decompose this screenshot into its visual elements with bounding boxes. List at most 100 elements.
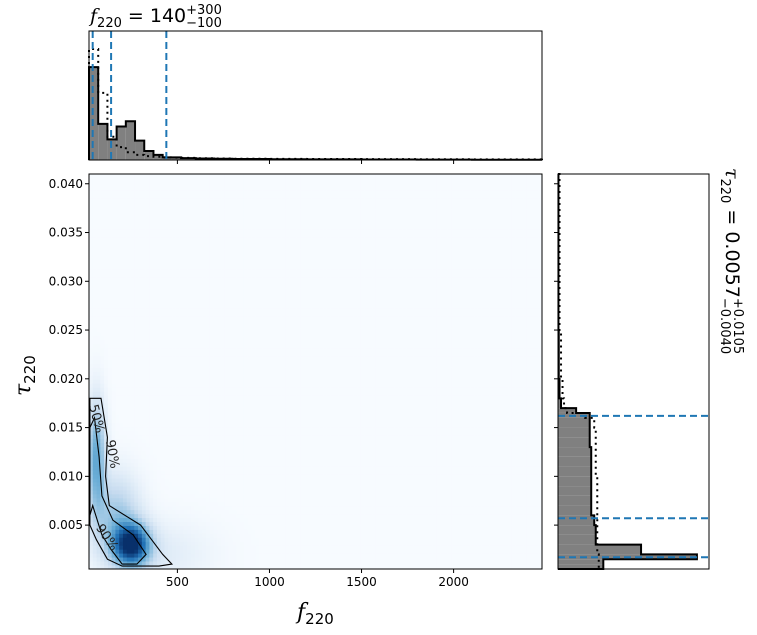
heatmap-cell <box>224 197 230 203</box>
heatmap-cell <box>266 549 271 554</box>
heatmap-cell <box>209 284 214 289</box>
heatmap-cell <box>175 213 180 218</box>
heatmap-cell <box>149 470 154 475</box>
heatmap-cell <box>92 525 97 530</box>
heatmap-cell <box>104 185 109 191</box>
heatmap-cell <box>217 355 222 361</box>
heatmap-cell <box>213 533 218 538</box>
heatmap-cell <box>240 418 245 424</box>
heatmap-cell <box>206 426 211 432</box>
heatmap-cell <box>194 379 199 384</box>
heatmap-cell <box>236 332 241 337</box>
heatmap-cell <box>183 241 188 246</box>
heatmap-cell <box>149 324 154 329</box>
heatmap-cell <box>224 414 230 420</box>
heatmap-cell <box>206 501 211 507</box>
heatmap-cell <box>119 339 124 345</box>
heatmap-cell <box>175 379 180 384</box>
heatmap-cell <box>236 181 241 187</box>
heatmap-cell <box>164 549 169 554</box>
heatmap-cell <box>138 363 143 368</box>
heatmap-cell <box>217 458 222 463</box>
heatmap-cell <box>232 256 237 262</box>
heatmap-cell <box>236 470 241 475</box>
heatmap-cell <box>240 521 245 526</box>
heatmap-cell <box>224 387 230 392</box>
heatmap-cell <box>247 347 252 353</box>
heatmap-cell <box>175 276 180 282</box>
heatmap-cell <box>198 284 203 289</box>
heatmap-cell <box>232 296 237 301</box>
heatmap-cell <box>224 209 230 214</box>
heatmap-cell <box>172 482 177 487</box>
heatmap-cell <box>228 292 233 297</box>
heatmap-cell <box>119 418 124 424</box>
heatmap-cell <box>89 430 94 436</box>
heatmap-cell <box>164 525 169 530</box>
heatmap-cell <box>202 509 207 515</box>
heatmap-cell <box>228 221 233 226</box>
heatmap-cell <box>213 347 218 353</box>
heatmap-cell <box>213 561 218 566</box>
heatmap-cell <box>217 513 222 519</box>
heatmap-cell <box>236 205 241 210</box>
heatmap-cell <box>160 399 165 404</box>
heatmap-cell <box>221 517 226 522</box>
heatmap-cell <box>266 450 271 455</box>
heatmap-cell <box>232 217 237 222</box>
heatmap-cell <box>262 399 267 404</box>
heatmap-cell <box>273 430 279 436</box>
heatmap-cell <box>111 174 116 179</box>
heatmap-cell <box>138 399 143 404</box>
heatmap-cell <box>270 418 275 424</box>
heatmap-cell <box>194 411 199 416</box>
heatmap-cell <box>236 391 241 396</box>
heatmap-cell <box>228 260 233 266</box>
heatmap-cell <box>213 414 218 420</box>
heatmap-cell <box>258 359 264 364</box>
heatmap-cell <box>107 264 113 270</box>
heatmap-cell <box>115 284 120 289</box>
heatmap-cell <box>115 197 120 203</box>
heatmap-cell <box>164 399 169 404</box>
heatmap-cell <box>273 363 279 368</box>
heatmap-cell <box>190 549 196 554</box>
heatmap-cell <box>149 549 154 554</box>
heatmap-cell <box>119 446 124 451</box>
heatmap-cell <box>232 470 237 475</box>
heatmap-cell <box>119 505 124 511</box>
heatmap-cell <box>89 450 94 455</box>
heatmap-cell <box>273 375 279 380</box>
heatmap-cell <box>164 474 169 479</box>
heatmap-cell <box>153 355 158 361</box>
heatmap-cell <box>138 529 143 534</box>
heatmap-cell <box>141 395 147 400</box>
heatmap-cell <box>270 430 275 436</box>
heatmap-cell <box>134 320 139 325</box>
top-panel-frame <box>88 30 543 161</box>
heatmap-cell <box>255 375 260 380</box>
heatmap-cell <box>206 189 211 195</box>
heatmap-cell <box>104 280 109 285</box>
heatmap-cell <box>126 399 131 404</box>
heatmap-cell <box>213 351 218 357</box>
heatmap-cell <box>104 347 109 353</box>
heatmap-cell <box>179 351 184 357</box>
heatmap-cell <box>194 193 199 199</box>
heatmap-cell <box>194 328 199 333</box>
heatmap-cell <box>104 521 109 526</box>
heatmap-cell <box>183 320 188 325</box>
heatmap-cell <box>115 387 120 392</box>
heatmap-cell <box>228 434 233 440</box>
heatmap-cell <box>232 557 237 562</box>
heatmap-cell <box>183 434 188 440</box>
heatmap-cell <box>190 241 196 246</box>
heatmap-cell <box>224 359 230 364</box>
heatmap-cell <box>141 253 147 258</box>
heatmap-cell <box>240 217 245 222</box>
heatmap-cell <box>130 553 135 558</box>
heatmap-cell <box>175 493 180 499</box>
heatmap-cell <box>255 497 260 503</box>
heatmap-cell <box>172 264 177 270</box>
heatmap-cell <box>149 395 154 400</box>
